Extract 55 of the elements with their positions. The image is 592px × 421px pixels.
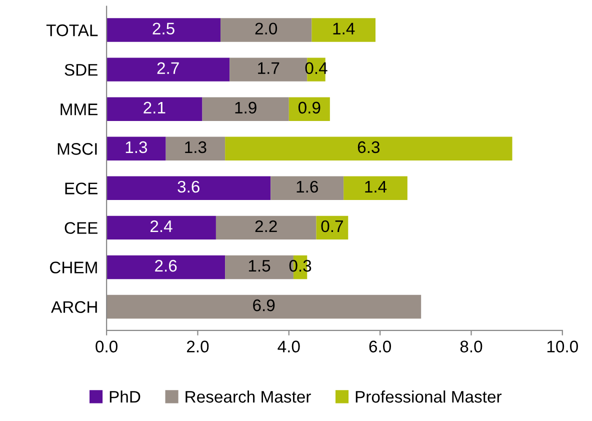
bar [106, 58, 230, 82]
y-tick-label: SDE [64, 64, 98, 76]
bar [344, 176, 408, 200]
legend-label: PhD [110, 390, 140, 403]
bar [106, 294, 422, 319]
bar [202, 97, 289, 121]
bar [106, 136, 166, 160]
bar [106, 97, 202, 121]
data-label: 1.4 [365, 181, 387, 192]
data-label: 0.7 [321, 220, 343, 232]
data-label: 0.9 [298, 102, 320, 114]
data-label: 3.6 [178, 180, 200, 193]
x-tick-label: 6.0 [369, 340, 391, 352]
data-label: 2.1 [144, 102, 166, 114]
data-label: 1.4 [333, 22, 355, 34]
data-label: 2.4 [150, 220, 172, 232]
bar [270, 176, 344, 200]
bar [106, 18, 221, 42]
data-label: 1.6 [296, 180, 318, 193]
y-tick-label: MME [60, 104, 98, 116]
x-tick-label: 0.0 [96, 340, 118, 352]
data-label: 1.3 [185, 141, 206, 154]
legend-label: Research Master [186, 390, 311, 403]
x-tick-label: 2.0 [186, 340, 209, 352]
bar [106, 216, 216, 240]
y-tick-label: CEE [64, 222, 98, 234]
data-label: 2.6 [155, 260, 177, 272]
bar [166, 136, 226, 160]
y-tick-label: MSCI [58, 143, 97, 155]
x-tick-label: 10.0 [547, 340, 578, 352]
data-label: 1.7 [258, 62, 280, 74]
x-tick-label: 8.0 [460, 340, 482, 352]
data-label: 2.0 [255, 22, 278, 35]
data-label: 6.3 [358, 141, 380, 154]
bar [106, 255, 226, 280]
bar [106, 176, 271, 200]
data-label: 1.3 [126, 141, 148, 154]
data-label: 2.2 [255, 220, 277, 232]
data-label: 1.5 [248, 260, 270, 272]
y-tick-label: TOTAL [46, 24, 98, 36]
data-label: 2.7 [157, 62, 179, 74]
bar [216, 216, 316, 240]
bar [225, 136, 512, 160]
bar [288, 97, 330, 121]
data-label: 6.9 [253, 299, 275, 312]
x-tick-label: 4.0 [278, 340, 300, 352]
y-tick-label: ARCH [51, 301, 97, 313]
data-label: 1.9 [235, 102, 256, 114]
y-tick-label: CHEM [50, 262, 97, 274]
y-tick-label: ECE [65, 182, 98, 194]
legend-label: Professional Master [356, 390, 502, 403]
data-label: 2.5 [152, 22, 174, 35]
bar [220, 18, 312, 42]
bar [316, 216, 348, 240]
bar [312, 18, 376, 42]
